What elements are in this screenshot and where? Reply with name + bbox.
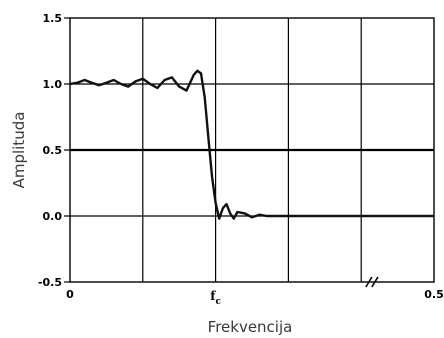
cutoff-label: fc bbox=[210, 289, 221, 307]
x-axis-label: Frekvencija bbox=[208, 318, 293, 336]
y-tick-label: 0.5 bbox=[43, 144, 63, 157]
y-tick-label: 0.0 bbox=[43, 210, 63, 223]
y-tick-label: -0.5 bbox=[38, 276, 62, 289]
grid bbox=[64, 17, 435, 283]
break-slash bbox=[365, 276, 373, 288]
tick-labels: -0.5 0.0 0.5 1.0 1.5 0 0.5 bbox=[38, 12, 444, 301]
x-tick-label: 0.5 bbox=[424, 288, 444, 301]
x-tick-label: 0 bbox=[66, 288, 74, 301]
y-tick-label: 1.0 bbox=[43, 78, 63, 91]
series-line bbox=[69, 69, 434, 220]
break-slash bbox=[371, 276, 379, 288]
axis-break-marker bbox=[365, 276, 379, 288]
y-tick-label: 1.5 bbox=[43, 12, 63, 25]
y-axis-label: Amplituda bbox=[10, 112, 28, 189]
